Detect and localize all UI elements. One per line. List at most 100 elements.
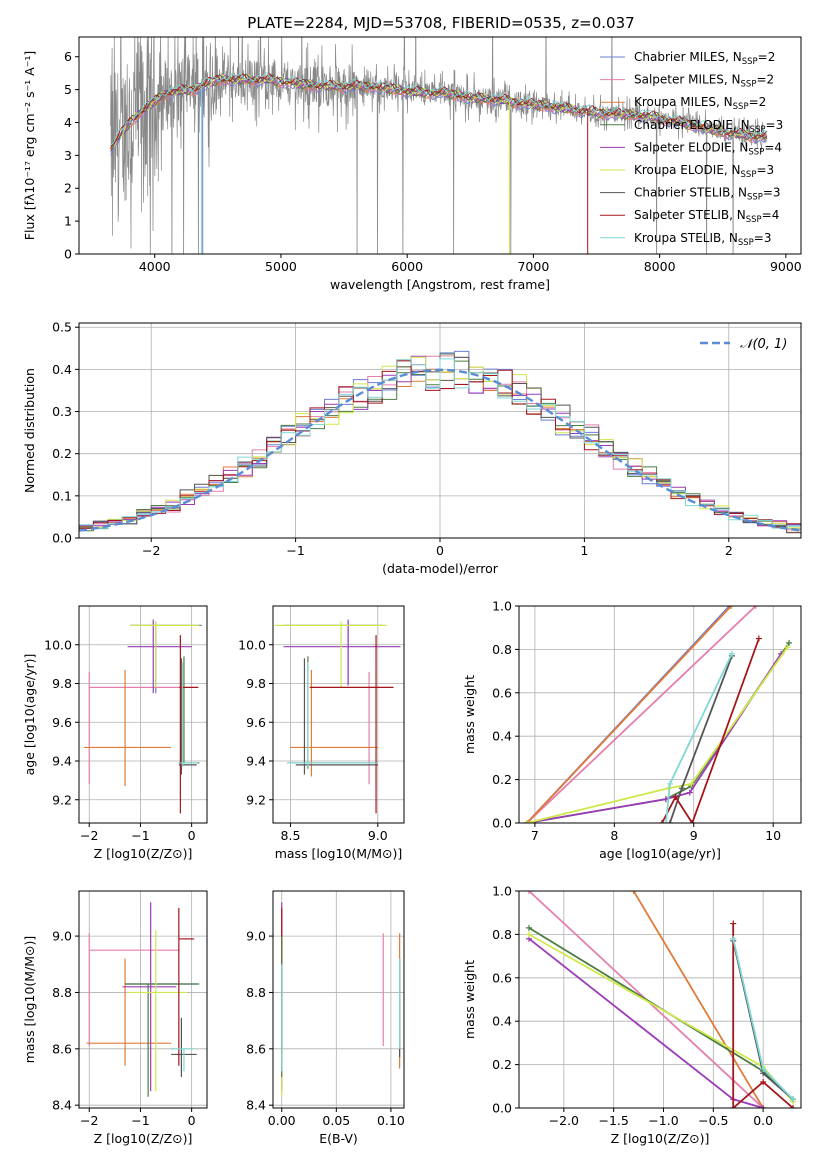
y-tick-label: 0.3 <box>52 404 72 419</box>
plot-area <box>519 891 801 1108</box>
x-tick-label: −0.5 <box>698 1113 728 1128</box>
mass-weight-marker <box>688 780 695 787</box>
y-tick-label: 0.8 <box>492 927 512 942</box>
axes-frame <box>78 605 208 824</box>
y-tick-label: 8.6 <box>52 1041 72 1056</box>
axes-frame <box>78 890 208 1109</box>
mass-weight-line <box>526 606 732 823</box>
x-axis-label: Z [log10(Z/Z⊙)] <box>94 846 193 861</box>
model-spectrum-line <box>110 72 768 146</box>
y-tick-label: 8.6 <box>246 1041 266 1056</box>
x-axis-label: wavelength [Angstrom, rest frame] <box>330 277 550 292</box>
y-tick-label: 9.8 <box>52 676 72 691</box>
legend-subscript: SSP <box>733 102 749 112</box>
y-tick-label: 0.5 <box>52 320 72 335</box>
y-tick-label: 9.2 <box>246 792 266 807</box>
legend-value: =2 <box>756 73 774 87</box>
x-tick-label: 1 <box>580 543 588 558</box>
x-tick-label: −2 <box>142 543 160 558</box>
mass-weight-marker <box>672 793 679 800</box>
x-tick-label: −1 <box>286 543 304 558</box>
x-tick-label: −2 <box>80 1113 98 1128</box>
mass-weight-marker <box>730 1105 737 1108</box>
legend-value: =3 <box>754 231 772 245</box>
x-tick-label: −1.0 <box>648 1113 678 1128</box>
legend-entry: Salpeter ELODIE, NSSP=4 <box>634 140 782 157</box>
x-tick-label: 9000 <box>770 259 802 274</box>
mass-weight-line <box>526 606 757 823</box>
y-tick-label: 8.4 <box>246 1098 266 1113</box>
mass-weight-line <box>661 638 760 823</box>
mass-weight-marker <box>658 820 665 823</box>
legend-subscript: SSP <box>747 193 763 203</box>
mass-weight-marker <box>666 820 673 823</box>
x-tick-label: 9.0 <box>368 828 388 843</box>
plot-area <box>273 606 404 823</box>
y-tick-label: 10.0 <box>44 637 72 652</box>
x-tick-label: 8.5 <box>281 828 301 843</box>
normal-legend-label: 𝒩(0, 1) <box>740 337 787 352</box>
x-axis-label: mass [log10(M/M⊙)] <box>275 846 403 861</box>
panel-mass-vs-Z: −2 −1 0 8.4 8.6 8.8 9.0 Z [log10(Z/Z⊙)] mass [lo… <box>22 890 208 1146</box>
legend-subscript: SSP <box>742 57 758 67</box>
mass-weight-marker <box>790 1096 797 1103</box>
mass-weight-marker <box>728 650 735 657</box>
plot-marks <box>84 619 202 814</box>
y-tick-label: 2 <box>64 181 72 196</box>
panel-age-vs-mass: 8.5 9.0 9.2 9.4 9.6 9.8 10.0 mass [log10(M/M⊙)] <box>238 605 405 861</box>
x-tick-label: 7000 <box>517 259 549 274</box>
plot-marks <box>86 902 200 1097</box>
x-tick-label: −1.5 <box>598 1113 628 1128</box>
legend-entry: Chabrier STELIB, NSSP=3 <box>634 186 781 203</box>
y-tick-label: 8.8 <box>246 985 266 1000</box>
y-tick-label: 6 <box>64 49 72 64</box>
panel-spectrum: 4000 5000 6000 7000 8000 9000 0 1 2 3 4 5 6 wavelengt… <box>22 36 802 292</box>
x-axis-label: (data-model)/error <box>382 561 499 576</box>
y-axis-label: mass weight <box>462 960 477 1039</box>
y-tick-label: 0.6 <box>492 970 512 985</box>
residual-histogram-step <box>79 360 801 529</box>
y-tick-label: 9.4 <box>246 754 266 769</box>
x-tick-label: −2 <box>80 828 98 843</box>
x-tick-label: 4000 <box>139 259 171 274</box>
plot-marks <box>110 37 768 254</box>
x-tick-label: 8000 <box>644 259 676 274</box>
normal-curve-line <box>79 368 801 532</box>
mass-weight-marker <box>730 935 737 942</box>
mass-weight-marker <box>730 920 737 927</box>
y-tick-label: 1.0 <box>492 599 512 614</box>
mass-weight-marker <box>760 1105 767 1108</box>
residual-histogram-step <box>79 350 801 528</box>
y-tick-label: 0.2 <box>492 1057 512 1072</box>
plot-marks <box>281 902 401 1097</box>
x-tick-label: 2 <box>725 543 733 558</box>
y-tick-label: 1 <box>64 214 72 229</box>
x-tick-label: 8 <box>610 828 618 843</box>
legend-subscript: SSP <box>748 147 764 157</box>
y-tick-label: 0.2 <box>52 446 72 461</box>
y-axis-label: mass weight <box>462 675 477 754</box>
panel-weight-vs-Z: −2.0 −1.5 −1.0 −0.5 0.0 0.0 0.2 0.4 0.6 0.8 1.0 Z [… <box>462 884 802 1146</box>
panel-age-vs-Z: −2 −1 0 9.2 9.4 9.6 9.8 10.0 Z [log10(Z/Z⊙)] age … <box>22 605 208 861</box>
mass-weight-marker <box>790 1105 797 1108</box>
mass-weight-line <box>632 891 764 1108</box>
mass-weight-marker <box>752 606 759 609</box>
mass-weight-line <box>526 646 789 823</box>
y-tick-label: 0.4 <box>52 362 72 377</box>
y-tick-label: 0.1 <box>52 488 72 503</box>
legend-value: =2 <box>749 95 767 109</box>
panel-mass-vs-ebv: 0.00 0.05 0.10 8.4 8.6 8.8 9.0 E(B-V) <box>246 890 405 1146</box>
legend-subscript: SSP <box>741 80 757 90</box>
x-tick-label: 5000 <box>265 259 297 274</box>
axes-frame <box>518 605 802 824</box>
x-axis-label: E(B-V) <box>319 1131 358 1146</box>
mass-weight-line <box>526 653 782 823</box>
mass-weight-marker <box>784 644 791 651</box>
y-tick-label: 0.4 <box>492 729 512 744</box>
axes-frame <box>518 890 802 1109</box>
y-tick-label: 9.0 <box>52 929 72 944</box>
mass-weight-line <box>732 923 794 1108</box>
mass-weight-marker <box>760 1078 767 1085</box>
mass-weight-marker <box>525 931 532 938</box>
legend-subscript: SSP <box>746 215 762 225</box>
